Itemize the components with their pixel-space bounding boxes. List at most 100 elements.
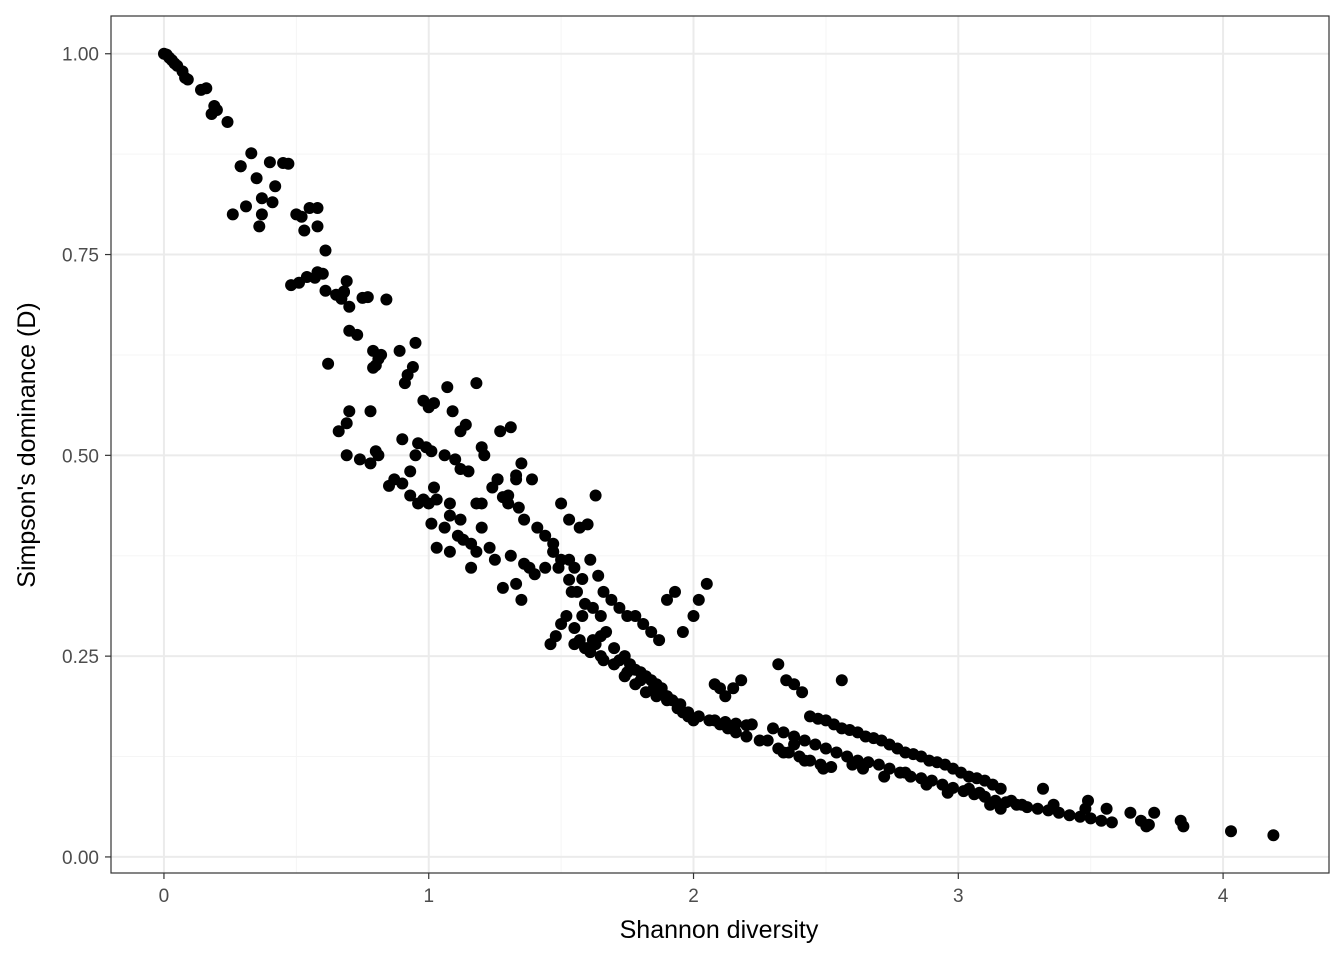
- data-point: [676, 626, 689, 638]
- data-point: [404, 489, 417, 502]
- data-point: [311, 220, 324, 233]
- data-point: [245, 147, 258, 160]
- data-point: [483, 541, 496, 554]
- y-tick-label: 0.50: [62, 446, 99, 467]
- data-point: [539, 561, 552, 574]
- data-point: [398, 377, 411, 390]
- data-point: [531, 521, 544, 534]
- x-tick-label: 3: [953, 886, 964, 907]
- data-point: [719, 716, 732, 728]
- data-point: [443, 509, 456, 522]
- data-point: [298, 224, 311, 237]
- data-point: [372, 449, 385, 462]
- data-point: [692, 593, 705, 606]
- data-point: [608, 642, 621, 655]
- data-point: [708, 714, 721, 727]
- data-point: [510, 469, 523, 482]
- data-point: [396, 433, 409, 446]
- data-point: [443, 497, 456, 510]
- data-point: [351, 328, 364, 341]
- data-point: [290, 208, 303, 221]
- data-point: [340, 449, 353, 462]
- data-point: [920, 778, 933, 791]
- data-point: [250, 172, 263, 185]
- data-point: [406, 361, 419, 373]
- data-point: [872, 758, 885, 771]
- data-point: [462, 465, 475, 478]
- data-point: [788, 678, 801, 691]
- y-axis-title: Simpson's dominance (D): [13, 302, 41, 587]
- data-point: [729, 726, 742, 739]
- data-point: [555, 497, 568, 510]
- data-point: [319, 244, 332, 257]
- data-point: [735, 674, 748, 687]
- data-point: [475, 521, 488, 534]
- panel-border: [110, 15, 1330, 874]
- data-point: [200, 82, 213, 95]
- x-tick-label: 1: [423, 886, 434, 907]
- data-point: [340, 417, 353, 430]
- data-point: [878, 770, 891, 783]
- data-point: [454, 513, 467, 526]
- data-point: [409, 336, 422, 349]
- data-point: [1005, 794, 1018, 807]
- data-point: [512, 501, 525, 514]
- data-point: [597, 585, 610, 598]
- minor-gridlines: [111, 16, 1329, 873]
- data-point: [446, 405, 459, 418]
- data-point: [502, 497, 515, 510]
- data-point: [1267, 829, 1280, 842]
- data-point: [1047, 798, 1060, 811]
- data-point: [438, 449, 451, 462]
- x-tick-label: 4: [1218, 886, 1229, 907]
- data-point: [647, 682, 660, 695]
- data-point: [1140, 820, 1153, 833]
- data-point: [510, 577, 523, 590]
- data-point: [518, 557, 531, 570]
- data-point: [425, 445, 438, 458]
- data-point: [404, 465, 417, 478]
- y-tick-label: 1.00: [62, 45, 99, 66]
- data-point: [777, 746, 790, 759]
- data-point: [340, 275, 353, 288]
- data-point: [835, 674, 848, 687]
- data-point: [1148, 806, 1161, 819]
- data-point: [332, 425, 345, 438]
- data-point: [846, 758, 859, 771]
- data-point: [994, 782, 1007, 795]
- data-point: [316, 267, 329, 280]
- data-point: [1105, 816, 1118, 829]
- data-point: [263, 156, 276, 169]
- data-point: [240, 200, 252, 213]
- data-point: [494, 425, 507, 438]
- data-point: [422, 401, 435, 414]
- data-point: [470, 377, 483, 390]
- data-point: [576, 573, 589, 585]
- data-point: [809, 738, 822, 751]
- data-point: [504, 421, 517, 434]
- data-point: [449, 453, 462, 466]
- data-point: [255, 192, 268, 205]
- data-point: [798, 754, 811, 767]
- data-point: [1063, 809, 1076, 822]
- data-point: [526, 473, 538, 486]
- data-point: [364, 405, 377, 418]
- data-point: [475, 497, 488, 510]
- data-point: [796, 686, 809, 699]
- data-point: [1015, 798, 1028, 811]
- data-point: [430, 493, 443, 506]
- data-point: [568, 561, 581, 574]
- data-point: [269, 180, 282, 193]
- data-point: [393, 344, 406, 357]
- data-point: [600, 626, 613, 638]
- data-point: [669, 585, 681, 598]
- data-point: [777, 726, 790, 739]
- data-point: [266, 196, 279, 209]
- data-point: [552, 561, 565, 574]
- data-point: [361, 291, 374, 304]
- data-point: [798, 734, 811, 747]
- data-point: [496, 581, 509, 594]
- data-point: [581, 518, 594, 531]
- data-point: [443, 545, 456, 558]
